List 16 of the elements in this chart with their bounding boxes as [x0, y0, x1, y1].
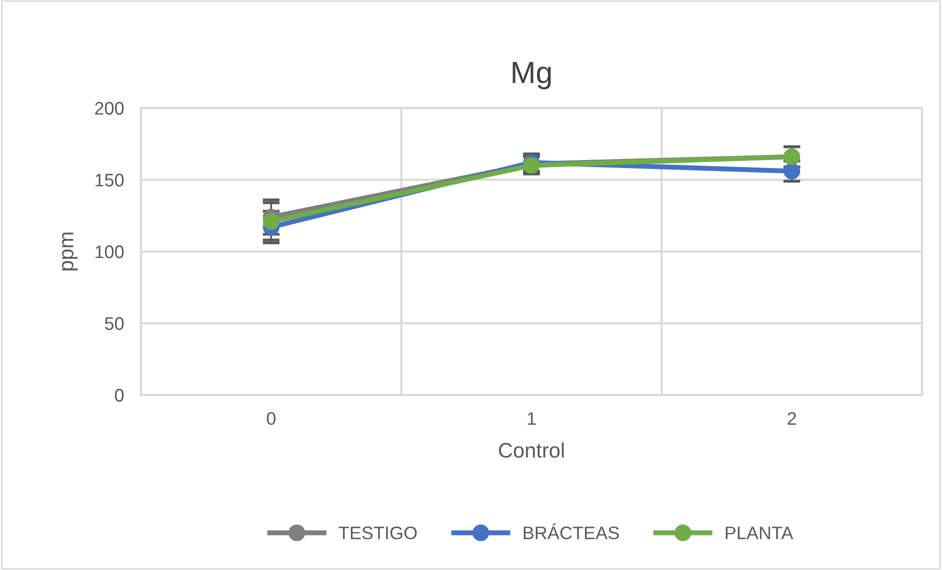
legend-label: TESTIGO [338, 526, 417, 540]
y-tick-label: 0 [115, 388, 124, 402]
y-tick-label: 100 [96, 245, 124, 258]
x-tick-label: 0 [266, 412, 276, 425]
y-tick-label: 50 [104, 317, 124, 330]
legend-label: BRÁCTEAS [524, 523, 619, 540]
y-tick-label: 150 [96, 174, 124, 186]
x-axis-title: Control [498, 442, 564, 458]
x-tick-label: 2 [788, 412, 796, 425]
point [262, 213, 280, 230]
x-tick-label: 1 [528, 412, 536, 425]
y-tick-label: 200 [95, 102, 124, 115]
point [784, 162, 800, 180]
chart-title: Mg [512, 62, 551, 90]
y-axis-title: ppm [62, 232, 78, 270]
legend-label: PLANTA [726, 526, 794, 540]
